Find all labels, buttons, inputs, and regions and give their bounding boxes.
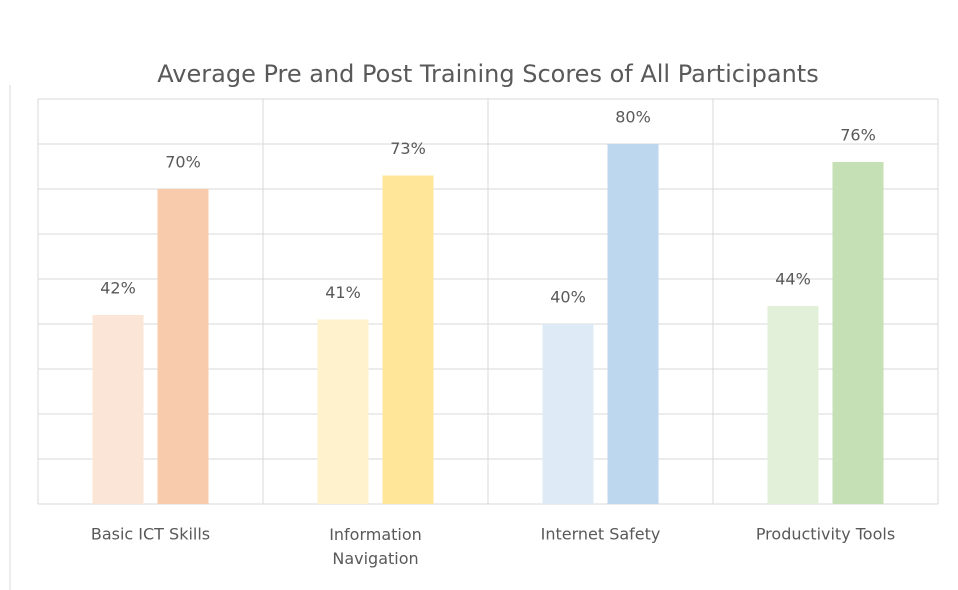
data-label: 80% [615,108,651,127]
bar [607,144,659,504]
x-tick-label: Information Navigation [329,525,422,568]
bar [767,306,819,504]
bar [92,315,144,504]
x-tick-label: Productivity Tools [756,525,895,544]
data-label: 41% [325,283,361,302]
x-tick-label: Internet Safety [541,525,661,544]
x-tick-label: Basic ICT Skills [91,525,210,544]
bar [157,189,209,504]
data-label: 73% [390,139,426,158]
data-label: 40% [550,288,586,307]
data-label: 44% [775,270,811,289]
bar [832,162,884,504]
bar [382,175,434,504]
data-label: 76% [840,126,876,145]
data-label: 70% [165,153,201,172]
bar [317,319,369,504]
bar [542,324,594,504]
chart-title: Average Pre and Post Training Scores of … [157,60,818,88]
data-label: 42% [100,279,136,298]
